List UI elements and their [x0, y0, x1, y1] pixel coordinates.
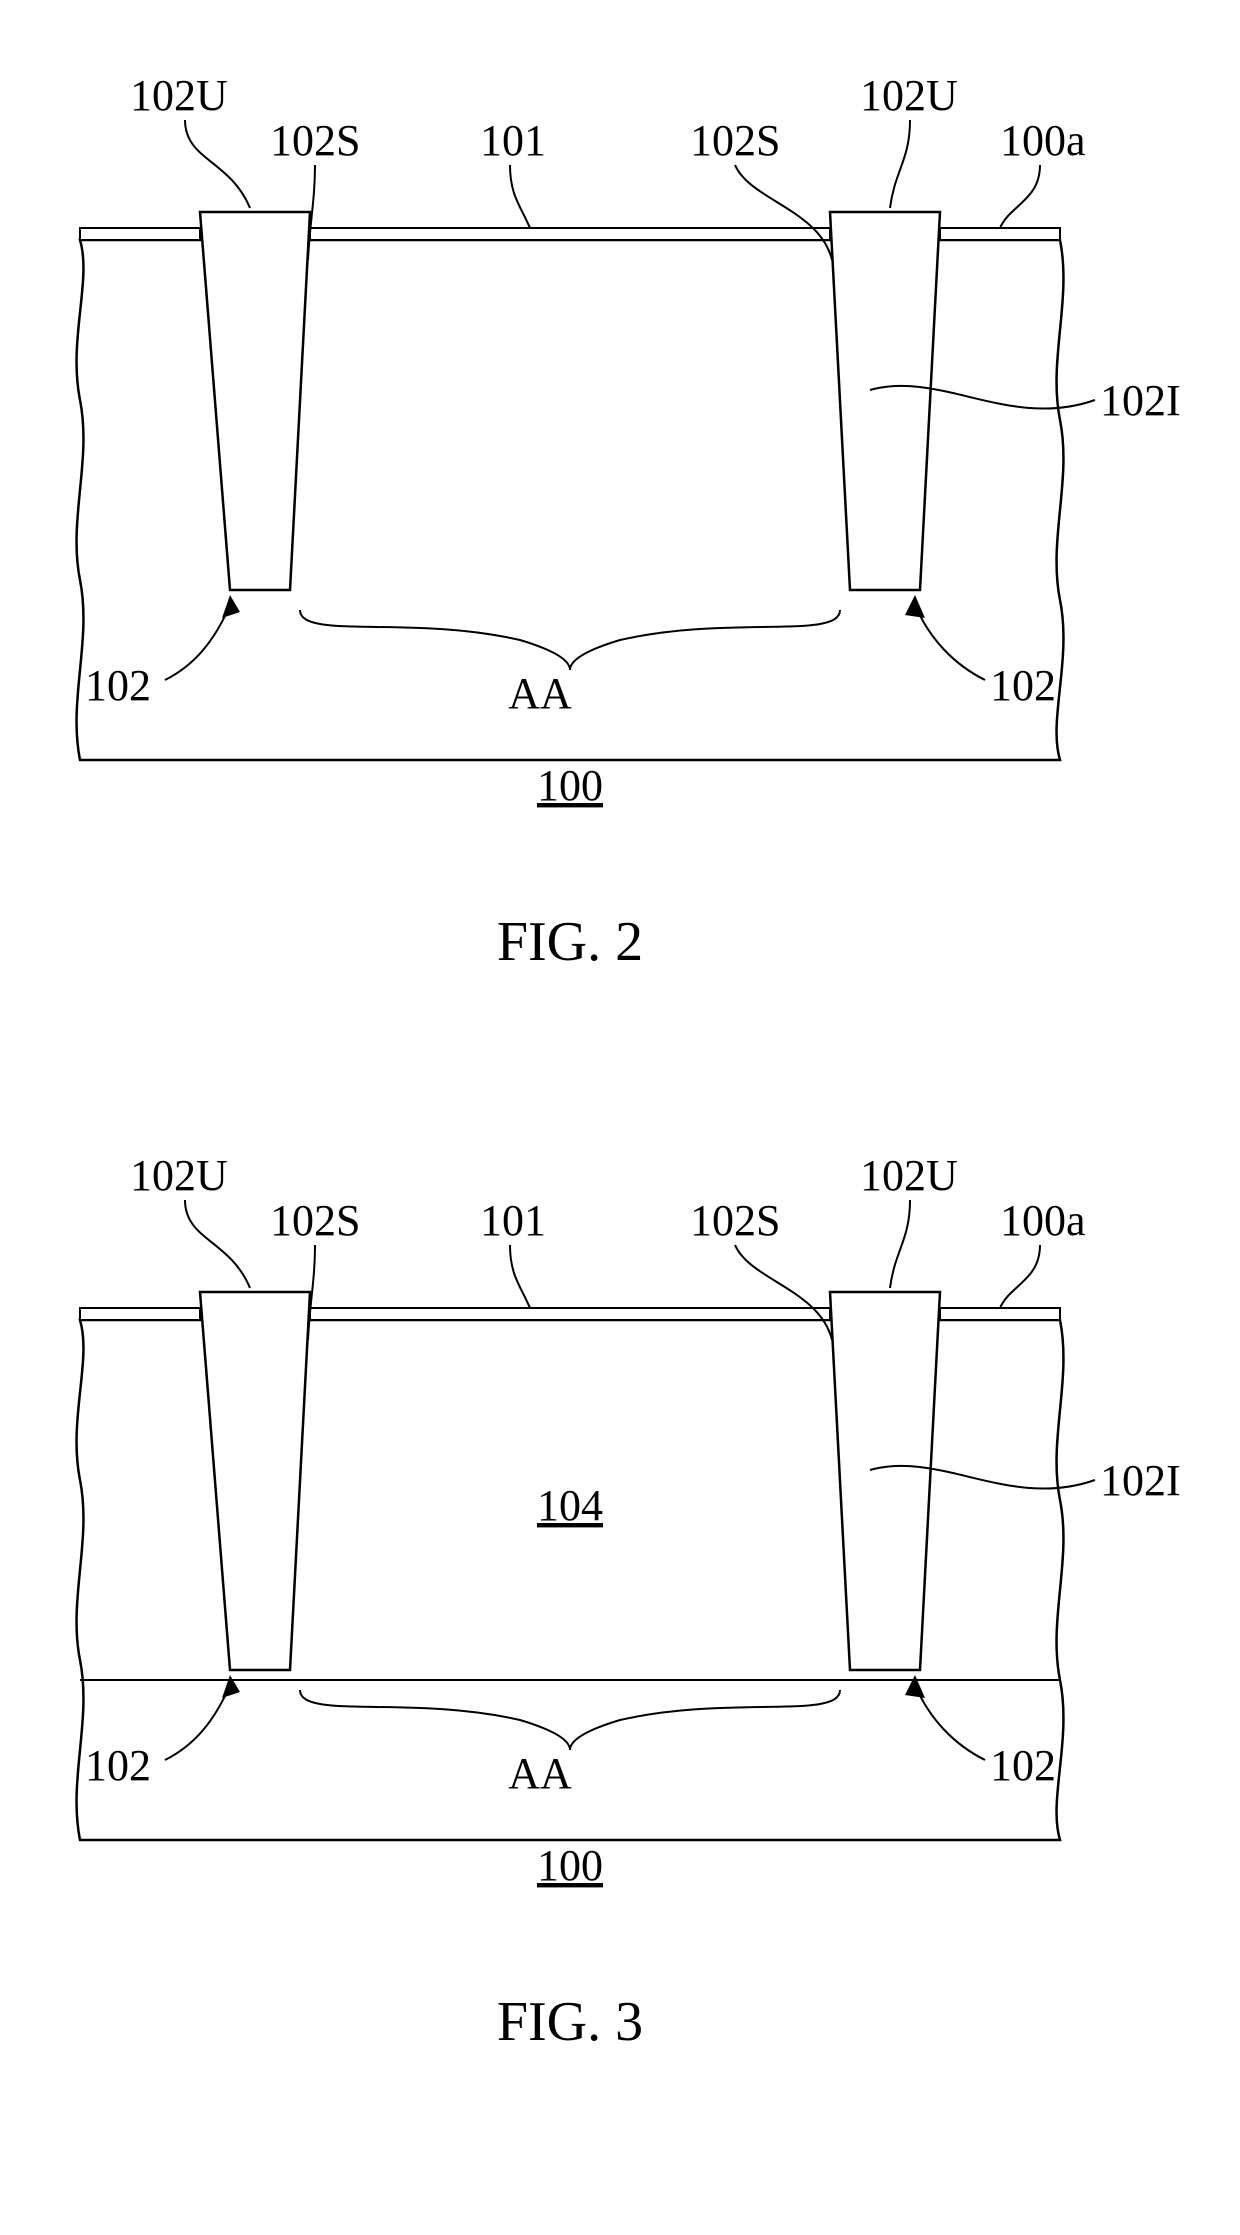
lead-100a [1000, 165, 1040, 228]
label-102-left: 102 [85, 1741, 151, 1790]
label-102S-left: 102S [270, 116, 360, 165]
lead-102U-right [890, 1200, 910, 1288]
label-102-left: 102 [85, 661, 151, 710]
cap-layer-left [80, 228, 200, 240]
cap-layer-right [940, 228, 1060, 240]
label-102U-left: 102U [130, 71, 228, 120]
label-101: 101 [480, 1196, 546, 1245]
label-102I: 102I [1100, 1456, 1181, 1505]
lead-100a [1000, 1245, 1040, 1308]
lead-102U-left [185, 120, 250, 208]
cap-layer-right [940, 1308, 1060, 1320]
lead-101 [510, 1245, 530, 1308]
cap-layer-left [80, 1308, 200, 1320]
label-101: 101 [480, 116, 546, 165]
fig2-caption: FIG. 2 [497, 911, 643, 973]
figure-3: 104 102U 102S 101 102S 102U 100a 102I 10… [77, 1151, 1181, 2053]
lead-101 [510, 165, 530, 228]
cap-layer-center [310, 1308, 830, 1320]
lead-102U-left [185, 1200, 250, 1288]
lead-102U-right [890, 120, 910, 208]
label-AA: AA [508, 1749, 572, 1798]
label-102U-right: 102U [860, 71, 958, 120]
diagram-canvas: 102U 102S 101 102S 102U 100a 102I 102 10… [0, 0, 1240, 2235]
label-AA: AA [508, 669, 572, 718]
label-100a: 100a [1000, 1196, 1086, 1245]
label-102S-right: 102S [690, 116, 780, 165]
trench-right [830, 1292, 940, 1670]
fig3-caption: FIG. 3 [497, 1991, 643, 2053]
label-102I: 102I [1100, 376, 1181, 425]
label-100: 100 [537, 761, 603, 810]
label-100a: 100a [1000, 116, 1086, 165]
figure-2: 102U 102S 101 102S 102U 100a 102I 102 10… [77, 71, 1181, 973]
label-102S-right: 102S [690, 1196, 780, 1245]
trench-right [830, 212, 940, 590]
label-102-right: 102 [990, 1741, 1056, 1790]
label-102U-left: 102U [130, 1151, 228, 1200]
label-102U-right: 102U [860, 1151, 958, 1200]
cap-layer-center [310, 228, 830, 240]
label-102-right: 102 [990, 661, 1056, 710]
label-104: 104 [537, 1481, 603, 1530]
label-102S-left: 102S [270, 1196, 360, 1245]
label-100: 100 [537, 1841, 603, 1890]
